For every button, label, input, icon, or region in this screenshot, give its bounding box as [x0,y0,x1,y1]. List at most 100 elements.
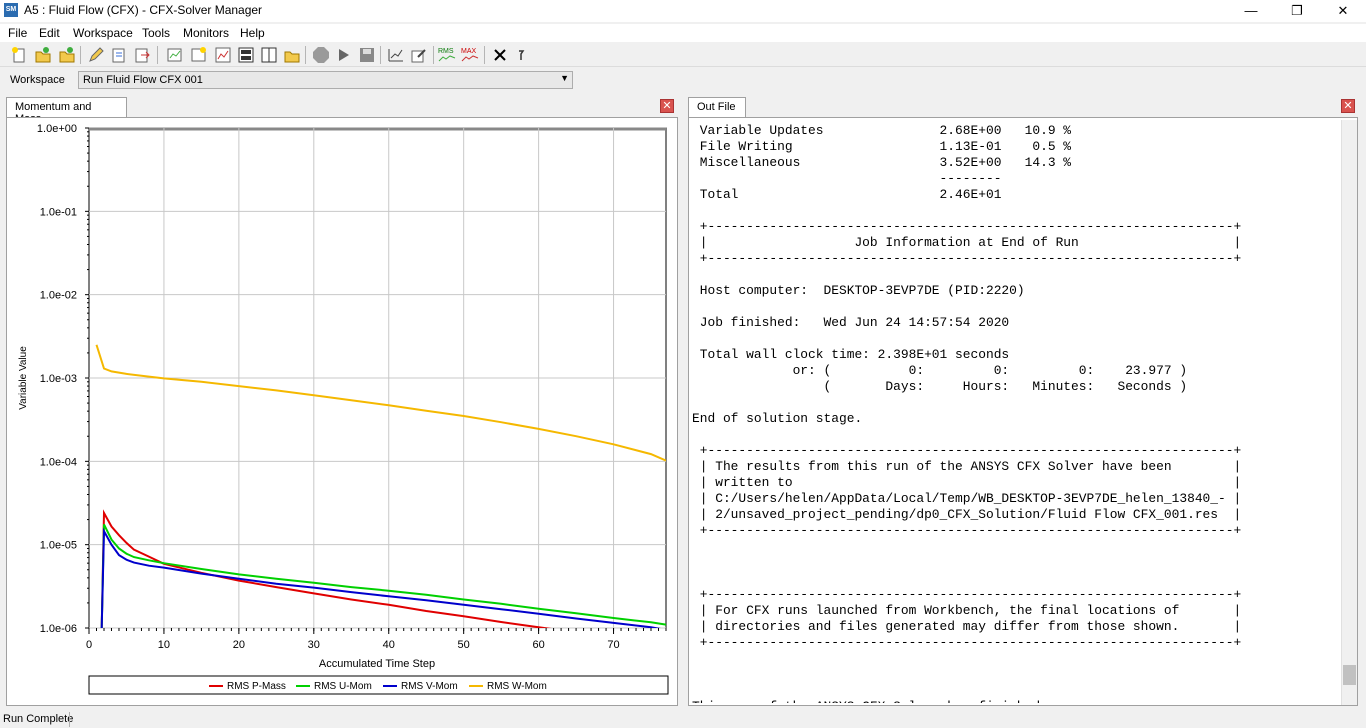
legend-label: RMS P-Mass [227,681,286,692]
out-file-line: +---------------------------------------… [692,523,1242,538]
out-file-line [692,539,1337,555]
layout-icon[interactable] [237,46,255,64]
close-x-icon[interactable] [491,46,509,64]
edit-pencil-icon[interactable] [410,46,428,64]
legend-label: RMS V-Mom [401,681,458,692]
out-file-line [692,683,1337,699]
export-icon[interactable] [133,46,151,64]
plot-icon[interactable] [190,46,208,64]
title-bar: SM A5 : Fluid Flow (CFX) - CFX-Solver Ma… [0,0,1366,22]
toolbar-separator [157,46,158,64]
plot-edit-icon[interactable] [387,46,405,64]
out-file-line: ( Days: Hours: Minutes: Seconds ) [692,379,1188,394]
legend [88,675,669,695]
series-line-rms-w-mom [95,344,666,462]
out-file-line: | directories and files generated may di… [692,619,1242,634]
out-file-line [692,571,1337,587]
out-file-line: Total 2.46E+01 [692,187,1002,202]
out-file-line: Job finished: Wed Jun 24 14:57:54 2020 [692,315,1010,330]
close-chart-panel-button[interactable]: ✕ [660,99,674,113]
x-axis-label: Accumulated Time Step [319,658,435,670]
out-file-line: +---------------------------------------… [692,443,1242,458]
out-file-line: +---------------------------------------… [692,251,1242,266]
svg-text:RMS: RMS [438,48,454,55]
series-line-rms-v-mom [100,527,661,628]
out-file-text: Variable Updates 2.68E+00 10.9 % File Wr… [692,123,1337,703]
vertical-scrollbar[interactable] [1341,120,1357,705]
out-file-line: | C:/Users/helen/AppData/Local/Temp/WB_D… [692,491,1242,506]
monitor-icon[interactable] [166,46,184,64]
restore-button[interactable]: ❐ [1291,3,1303,18]
out-file-line: Variable Updates 2.68E+00 10.9 % [692,123,1072,138]
x-tick-label: 10 [158,639,170,651]
out-file-line: | written to | [692,475,1242,490]
save-icon[interactable] [358,46,376,64]
out-file-line [692,427,1337,443]
workspace-label: Workspace [10,74,65,86]
workspace-value: Run Fluid Flow CFX 001 [83,74,203,86]
out-file-line: | Job Information at End of Run | [692,235,1242,250]
x-tick-label: 70 [607,639,619,651]
status-separator [69,712,70,727]
chevron-down-icon: ▼ [560,73,569,83]
out-file-line: | 2/unsaved_project_pending/dp0_CFX_Solu… [692,507,1242,522]
out-file-line: or: ( 0: 0: 0: 23.977 ) [692,363,1188,378]
workspace-select[interactable]: Run Fluid Flow CFX 001 ▼ [78,71,573,89]
y-tick-label: 1.0e-02 [40,290,77,302]
out-file-line: | For CFX runs launched from Workbench, … [692,603,1242,618]
out-file-line [692,267,1337,283]
out-file-line: File Writing 1.13E-01 0.5 % [692,139,1072,154]
menu-file[interactable]: File [8,26,28,40]
app-icon: SM [4,3,18,17]
edit-run-icon[interactable] [110,46,128,64]
scrollbar-thumb[interactable] [1343,665,1356,685]
out-file-line: | The results from this run of the ANSYS… [692,459,1242,474]
folder-icon[interactable] [283,46,301,64]
menu-bar: File Edit Workspace Tools Monitors Help [0,24,1366,42]
menu-help[interactable]: Help [240,26,265,40]
y-tick-label: 1.0e-05 [40,540,77,552]
menu-tools[interactable]: Tools [142,26,171,40]
toolbar-separator [433,46,434,64]
window-title: A5 : Fluid Flow (CFX) - CFX-Solver Manag… [24,3,263,17]
toolbar-separator [484,46,485,64]
tab-momentum-and-mass[interactable]: Momentum and Mass [6,97,127,125]
split-icon[interactable] [260,46,278,64]
out-file-line: Miscellaneous 3.52E+00 14.3 % [692,155,1072,170]
close-window-button[interactable]: ✕ [1337,3,1349,18]
x-tick-label: 30 [308,639,320,651]
menu-monitors[interactable]: Monitors [183,26,230,40]
x-tick-label: 0 [86,639,92,651]
open-results-icon[interactable] [58,46,76,64]
out-file-line: Total wall clock time: 2.398E+01 seconds [692,347,1010,362]
play-icon[interactable] [334,46,352,64]
y-tick-label: 1.0e-04 [40,456,77,468]
rms-icon[interactable]: RMS [438,46,456,64]
chart-icon[interactable] [214,46,232,64]
toolbar-separator [80,46,81,64]
menu-workspace[interactable]: Workspace [73,26,133,40]
momentum-mass-chart: 1.0e+00 1.0e-01 1.0e-02 1.0e-03 1.0e-04 1.0e-… [18,123,669,695]
tab-out-file[interactable]: Out File [688,97,746,117]
max-icon[interactable]: MAX [461,46,479,64]
out-file-line: +---------------------------------------… [692,635,1242,650]
arrow-icon[interactable] [512,46,530,64]
out-file-line [692,667,1337,683]
legend-label: RMS U-Mom [314,681,372,692]
open-icon[interactable] [34,46,52,64]
edit-icon[interactable] [87,46,105,64]
new-run-icon[interactable] [10,46,28,64]
close-out-file-panel-button[interactable]: ✕ [1341,99,1355,113]
out-file-line [692,555,1337,571]
series-line-rms-u-mom [100,523,666,628]
series-line-rms-p-mass [100,509,552,628]
toolbar-separator [380,46,381,64]
minimize-button[interactable]: — [1244,3,1258,18]
x-tick-label: 50 [458,639,470,651]
menu-edit[interactable]: Edit [39,26,60,40]
out-file-line: -------- [692,171,1002,186]
y-tick-label: 1.0e-03 [40,373,77,385]
stop-icon[interactable] [312,46,330,64]
toolbar-separator [305,46,306,64]
out-file-line [692,331,1337,347]
